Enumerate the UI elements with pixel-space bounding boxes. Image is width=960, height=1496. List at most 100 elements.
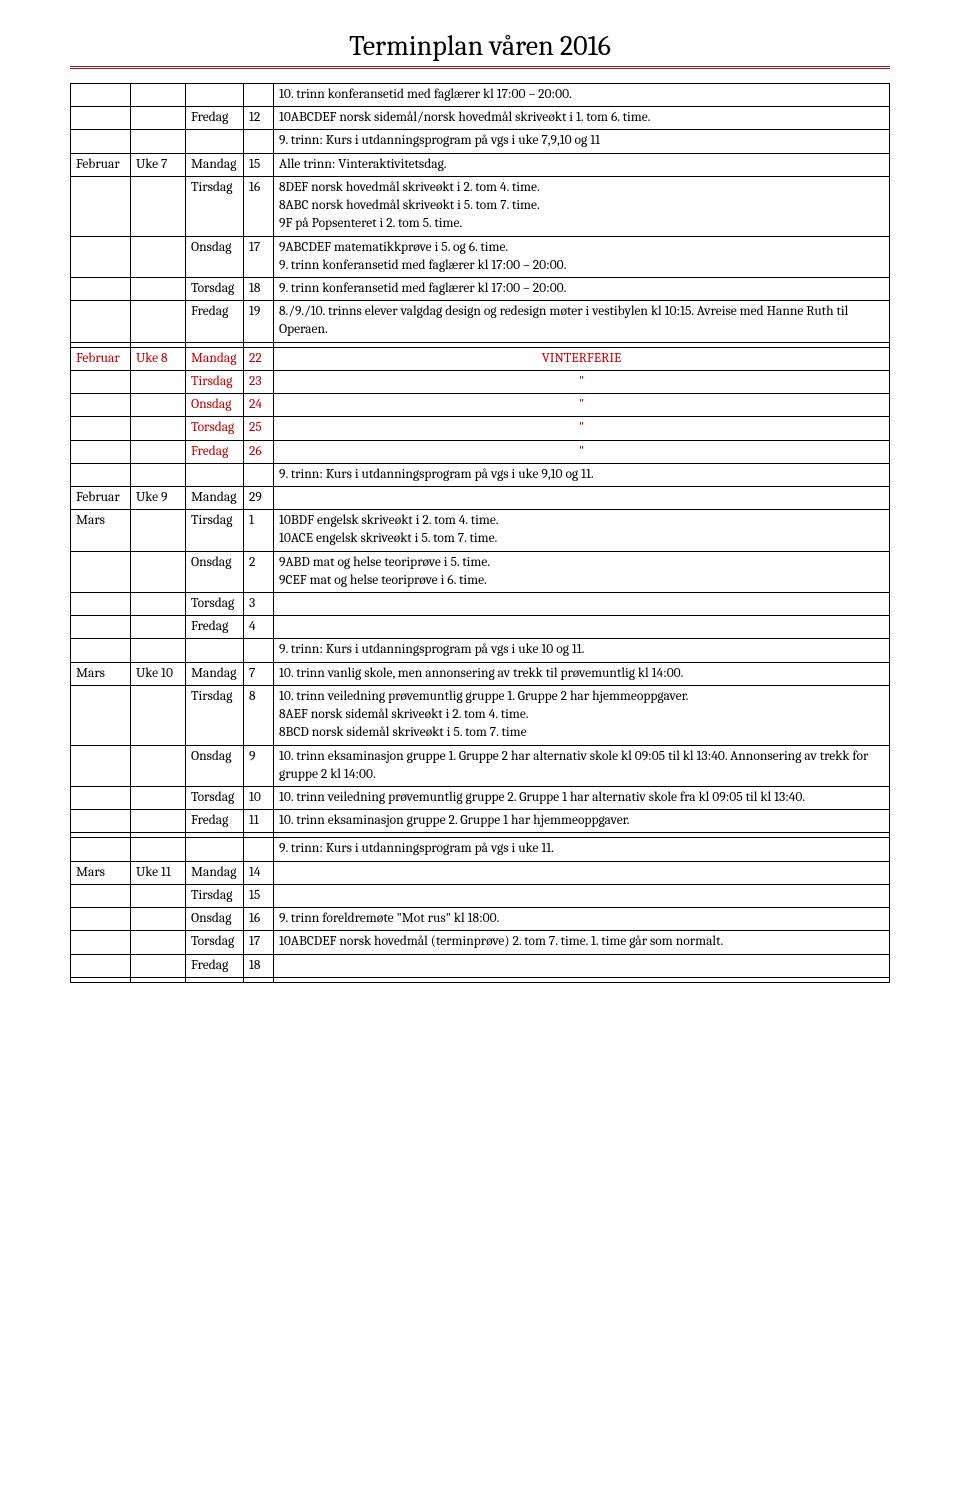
table-cell — [274, 954, 890, 977]
table-cell — [71, 107, 131, 130]
table-cell: 10. trinn veiledning prøvemuntlig gruppe… — [274, 685, 890, 745]
table-row: Onsdag29ABD mat og helse teoriprøve i 5.… — [71, 551, 890, 592]
table-cell: 16 — [244, 908, 274, 931]
table-cell — [71, 130, 131, 153]
table-cell: 23 — [244, 370, 274, 393]
table-cell — [71, 838, 131, 861]
table-cell: 12 — [244, 107, 274, 130]
table-cell: 10. trinn konferansetid med faglærer kl … — [274, 84, 890, 107]
table-cell — [274, 593, 890, 616]
table-cell — [244, 84, 274, 107]
table-row: Torsdag1710ABCDEF norsk hovedmål (termin… — [71, 931, 890, 954]
table-row: Fredag1210ABCDEF norsk sidemål/norsk hov… — [71, 107, 890, 130]
table-cell: Mandag — [186, 153, 244, 176]
table-cell: 8DEF norsk hovedmål skriveøkt i 2. tom 4… — [274, 176, 890, 236]
table-cell: 7 — [244, 662, 274, 685]
table-cell: Uke 7 — [131, 153, 186, 176]
table-cell: 11 — [244, 810, 274, 833]
table-cell — [71, 394, 131, 417]
table-cell: Fredag — [186, 107, 244, 130]
table-row: MarsUke 11Mandag14 — [71, 861, 890, 884]
table-cell: Tirsdag — [186, 176, 244, 236]
table-cell: 16 — [244, 176, 274, 236]
table-cell: Onsdag — [186, 551, 244, 592]
table-row: MarsUke 10Mandag710. trinn vanlig skole,… — [71, 662, 890, 685]
table-cell — [71, 787, 131, 810]
table-cell: Mandag — [186, 861, 244, 884]
table-cell: 10ABCDEF norsk sidemål/norsk hovedmål sk… — [274, 107, 890, 130]
table-cell: 9. trinn foreldremøte "Mot rus" kl 18:00… — [274, 908, 890, 931]
table-cell: Onsdag — [186, 745, 244, 786]
schedule-table: 10. trinn konferansetid med faglærer kl … — [70, 83, 890, 983]
table-cell: 17 — [244, 931, 274, 954]
table-cell: Uke 10 — [131, 662, 186, 685]
table-cell — [274, 486, 890, 509]
table-cell: 2 — [244, 551, 274, 592]
table-cell — [131, 130, 186, 153]
table-cell — [274, 884, 890, 907]
table-cell — [131, 84, 186, 107]
table-cell: 4 — [244, 616, 274, 639]
table-row: Onsdag169. trinn foreldremøte "Mot rus" … — [71, 908, 890, 931]
table-cell: Torsdag — [186, 931, 244, 954]
table-row: Torsdag1010. trinn veiledning prøvemuntl… — [71, 787, 890, 810]
table-row: 9. trinn: Kurs i utdanningsprogram på vg… — [71, 463, 890, 486]
table-row: 9. trinn: Kurs i utdanningsprogram på vg… — [71, 639, 890, 662]
table-cell: 17 — [244, 236, 274, 277]
table-cell: 22 — [244, 347, 274, 370]
table-cell: 15 — [244, 884, 274, 907]
table-cell — [186, 84, 244, 107]
table-cell: " — [274, 370, 890, 393]
table-row: FebruarUke 7Mandag15Alle trinn: Vinterak… — [71, 153, 890, 176]
table-cell: Torsdag — [186, 417, 244, 440]
table-cell — [71, 884, 131, 907]
table-cell — [71, 463, 131, 486]
table-cell — [131, 954, 186, 977]
table-cell: Uke 8 — [131, 347, 186, 370]
table-cell: 24 — [244, 394, 274, 417]
table-cell — [71, 977, 131, 982]
table-cell: Alle trinn: Vinteraktivitetsdag. — [274, 153, 890, 176]
table-cell: Uke 9 — [131, 486, 186, 509]
table-cell — [131, 440, 186, 463]
table-cell — [71, 551, 131, 592]
table-cell — [131, 838, 186, 861]
table-cell: " — [274, 440, 890, 463]
table-cell: 18 — [244, 277, 274, 300]
table-cell — [131, 616, 186, 639]
table-cell: Mars — [71, 662, 131, 685]
table-cell: Tirsdag — [186, 510, 244, 551]
table-cell: Onsdag — [186, 394, 244, 417]
table-row: Fredag26" — [71, 440, 890, 463]
table-cell: Mandag — [186, 347, 244, 370]
table-cell — [131, 176, 186, 236]
table-row: Tirsdag810. trinn veiledning prøvemuntli… — [71, 685, 890, 745]
table-row: Tirsdag23" — [71, 370, 890, 393]
table-cell — [131, 593, 186, 616]
table-cell: Fredag — [186, 954, 244, 977]
table-cell: 19 — [244, 301, 274, 342]
table-cell — [131, 277, 186, 300]
table-row: Onsdag910. trinn eksaminasjon gruppe 1. … — [71, 745, 890, 786]
table-cell — [71, 301, 131, 342]
table-cell: Torsdag — [186, 593, 244, 616]
table-cell — [71, 236, 131, 277]
table-cell — [131, 301, 186, 342]
table-cell: 9. trinn: Kurs i utdanningsprogram på vg… — [274, 130, 890, 153]
table-cell: Torsdag — [186, 787, 244, 810]
table-row: Torsdag25" — [71, 417, 890, 440]
table-row: 9. trinn: Kurs i utdanningsprogram på vg… — [71, 838, 890, 861]
table-cell: 10BDF engelsk skriveøkt i 2. tom 4. time… — [274, 510, 890, 551]
table-cell — [244, 977, 274, 982]
table-row: Fredag1110. trinn eksaminasjon gruppe 2.… — [71, 810, 890, 833]
table-cell: 9 — [244, 745, 274, 786]
table-cell — [71, 931, 131, 954]
table-cell — [71, 685, 131, 745]
table-cell: 9. trinn: Kurs i utdanningsprogram på vg… — [274, 639, 890, 662]
table-row: Torsdag189. trinn konferansetid med fagl… — [71, 277, 890, 300]
table-cell — [71, 810, 131, 833]
table-cell: Mars — [71, 510, 131, 551]
table-cell: Mandag — [186, 486, 244, 509]
table-cell — [131, 639, 186, 662]
table-cell — [71, 593, 131, 616]
